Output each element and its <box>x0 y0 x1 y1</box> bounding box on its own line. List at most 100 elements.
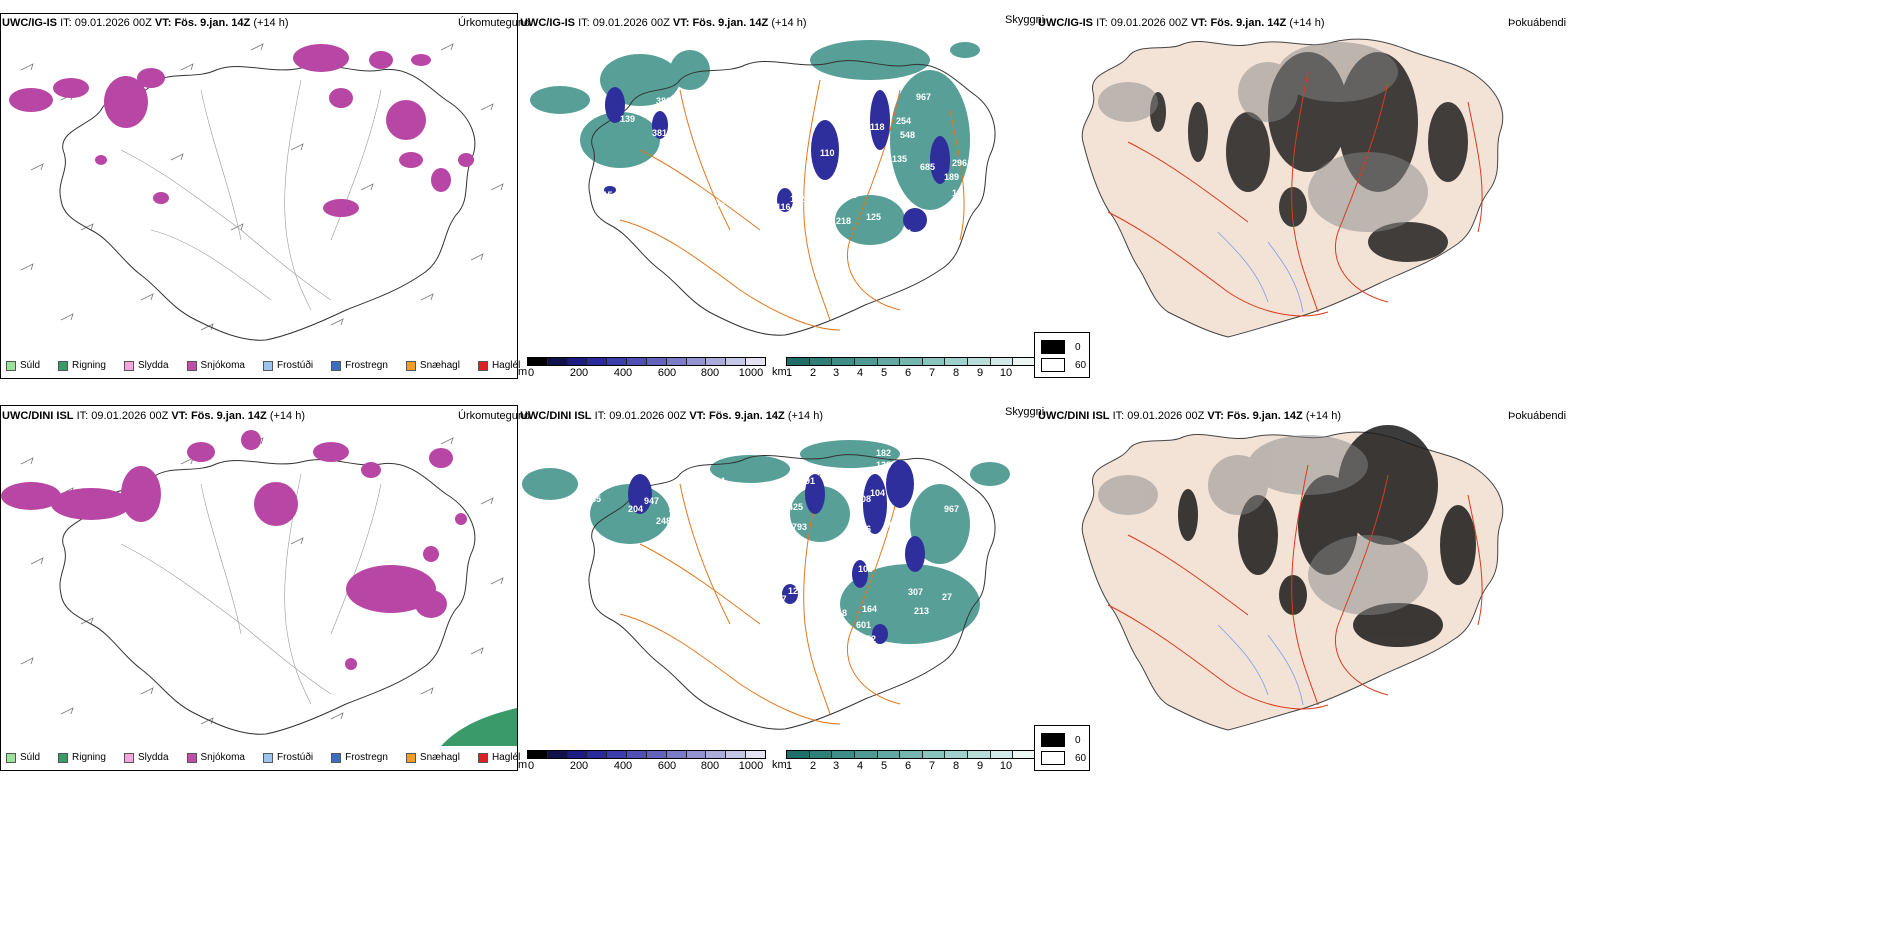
legend-item-slydda: Slydda <box>123 360 169 371</box>
visibility-tick: 1 <box>785 760 793 772</box>
ceiling-tick: 800 <box>700 760 720 772</box>
map-label: 139 <box>620 114 635 124</box>
legend-item-frostudi: Frostúði <box>262 360 313 371</box>
visibility-scale-bottom: km 1 2 3 4 5 6 7 8 9 10 <box>772 750 1036 772</box>
legend-swatch <box>477 360 488 371</box>
map-label: 425 <box>788 502 803 512</box>
visibility-map-top: 849 860 654 381 139 381 715 967 254 548 … <box>530 30 996 336</box>
map-label: 411 <box>842 190 857 200</box>
visibility-colorbar <box>786 357 1036 366</box>
map-label: 381 <box>656 96 671 106</box>
fog-legend-swatch <box>1041 340 1065 354</box>
legend-item-sudl: Súld <box>6 752 40 763</box>
precip-panel-bottom <box>0 405 518 771</box>
map-label: 164 <box>862 604 877 614</box>
header-precip-bottom: UWC/DINI ISL IT: 09.01.2026 00Z VT: Fös.… <box>2 410 305 422</box>
map-label: 12 <box>788 586 798 596</box>
visibility-unit: km <box>772 366 787 378</box>
legend-item-sudl: Súld <box>6 360 40 371</box>
visibility-tick: 7 <box>928 367 936 379</box>
legend-item-frostregn: Frostregn <box>331 752 388 763</box>
map-label: 52 <box>866 634 876 644</box>
fog-grey-areas <box>1098 42 1428 232</box>
legend-swatch <box>58 360 69 371</box>
visibility-tick: 7 <box>928 760 936 772</box>
legend-swatch <box>186 752 197 763</box>
map-label: 135 <box>892 154 907 164</box>
map-label: 967 <box>916 92 931 102</box>
visibility-title-top: Skyggni <box>1005 14 1045 26</box>
ceiling-colorbar <box>527 357 766 366</box>
map-label: 381 <box>652 128 667 138</box>
map-label: 104 <box>870 488 885 498</box>
map-label: 248 <box>656 516 671 526</box>
fog-legend-swatch <box>1041 733 1065 747</box>
map-label: 654 <box>586 86 601 96</box>
map-label: 108 <box>856 494 871 504</box>
roads <box>619 79 965 331</box>
fog-legend-top: 0 60 <box>1034 332 1090 378</box>
map-label: 116 <box>776 202 791 212</box>
iceland-coastline <box>588 60 996 336</box>
visibility-tick: 3 <box>832 760 840 772</box>
map-label: 204 <box>628 504 643 514</box>
map-label: 947 <box>644 496 659 506</box>
legend-swatch <box>186 360 197 371</box>
ceiling-tick: 600 <box>657 760 677 772</box>
ceiling-tick: 800 <box>700 367 720 379</box>
map-label: 110 <box>820 148 835 158</box>
ceiling-value-labels: 849 860 654 381 139 381 715 967 254 548 … <box>586 30 967 238</box>
map-label: 684 <box>710 476 725 486</box>
map-label: 929 <box>934 432 949 442</box>
map-label: 138 <box>876 460 891 470</box>
rain-area <box>441 708 517 746</box>
fog-map-bottom <box>1081 425 1504 731</box>
visibility-tick: 3 <box>832 367 840 379</box>
map-label: 254 <box>896 116 911 126</box>
visibility-map-bottom: 929 182 138 684 765 947 191 425 108 104 … <box>522 432 1010 730</box>
fog-map-top <box>1081 38 1504 338</box>
map-label: 191 <box>800 476 815 486</box>
visibility-colorbar <box>786 750 1036 759</box>
visibility-scale-top: km 1 2 3 4 5 6 7 8 9 10 <box>772 357 1036 379</box>
precip-title-bottom: Úrkomutegund <box>458 410 531 422</box>
map-label: 105 <box>858 564 873 574</box>
map-label: 218 <box>832 608 847 618</box>
legend-item-rigning: Rigning <box>58 752 106 763</box>
legend-item-slydda: Slydda <box>123 752 169 763</box>
map-label: 189 <box>944 172 959 182</box>
ceiling-tick: 200 <box>569 367 589 379</box>
legend-item-frostudi: Frostúði <box>262 752 313 763</box>
header-cloud-bottom: UWC/DINI ISL IT: 09.01.2026 00Z VT: Fös.… <box>1038 410 1341 422</box>
legend-item-snaehagl: Snæhagl <box>405 752 460 763</box>
visibility-title-bottom: Skyggni <box>1005 406 1045 418</box>
map-label: 218 <box>836 216 851 226</box>
legend-swatch <box>331 360 342 371</box>
map-label: 548 <box>900 130 915 140</box>
map-label: 685 <box>920 162 935 172</box>
visibility-tick: 2 <box>809 367 817 379</box>
map-label: 601 <box>856 620 871 630</box>
legend-swatch <box>477 752 488 763</box>
visibility-tick: 4 <box>856 367 864 379</box>
map-label: 955 <box>664 540 679 550</box>
legend-swatch <box>6 360 16 371</box>
precip-legend-top: Súld Rigning Slydda Snjókoma Frostúði Fr… <box>6 360 520 371</box>
ceiling-tick: 400 <box>613 760 633 772</box>
visibility-tick: 9 <box>976 760 984 772</box>
snow-areas <box>9 44 474 217</box>
map-label: 125 <box>866 212 881 222</box>
legend-swatch <box>405 752 416 763</box>
fog-legend-swatch <box>1041 751 1065 765</box>
header-visibility-bottom: UWC/DINI ISL IT: 09.01.2026 00Z VT: Fös.… <box>520 410 823 422</box>
ceiling-tick: 0 <box>527 760 535 772</box>
visibility-tick: 2 <box>809 760 817 772</box>
map-label: 12 <box>716 198 726 208</box>
visibility-tick: 6 <box>904 760 912 772</box>
ceiling-tick: 1000 <box>738 367 764 379</box>
visibility-tick: 10 <box>999 367 1013 379</box>
precip-map-top <box>9 43 504 341</box>
visibility-tick: 6 <box>904 367 912 379</box>
map-label: 182 <box>876 448 891 458</box>
cloud-title-bottom: Þokuábendi <box>1508 410 1567 422</box>
